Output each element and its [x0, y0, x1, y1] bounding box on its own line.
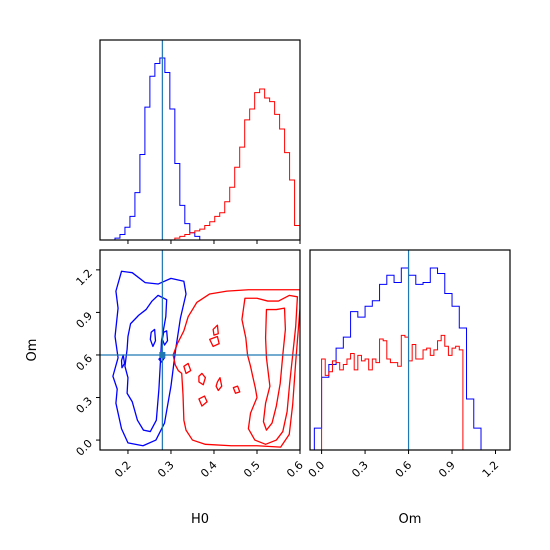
contour-line-4 — [161, 330, 169, 346]
contour-y-tick-label: 0.3 — [74, 394, 96, 416]
contour-line-8 — [241, 294, 299, 445]
histogram-om-panel: 0.0 0.3 0.6 0.9 1.2 Om — [306, 249, 511, 527]
contour-frame — [99, 249, 301, 451]
contour-y-tick-label: 0.6 — [74, 352, 96, 374]
contour-line-9 — [262, 307, 287, 431]
h0-axis-label: H0 — [191, 512, 209, 527]
contour-line-13 — [209, 335, 220, 348]
contour-lines — [112, 270, 300, 448]
contour-x-tick-label: 0.5 — [241, 459, 263, 481]
om-histogram-x-tick-label: 0.6 — [393, 459, 415, 481]
om-axis-label: Om — [399, 512, 422, 527]
om-histogram-x-tick-label: 0.0 — [306, 459, 328, 481]
contour-x-tick-label: 0.4 — [198, 459, 220, 481]
contour-line-12 — [198, 395, 208, 407]
contour-h0-om-panel: 0.2 0.3 0.4 0.5 0.6 0.0 0.3 0.6 0.9 1.2 H0 Om — [25, 249, 306, 527]
contour-line-5 — [120, 354, 126, 369]
om-histogram-x-tick-label: 0.9 — [436, 459, 458, 481]
truth-marker — [159, 351, 166, 358]
contour-x-tick-label: 0.6 — [284, 459, 306, 481]
contour-line-15 — [183, 362, 192, 375]
h0-histogram-series-1 — [100, 57, 300, 241]
om-histogram-x-tick-label: 1.2 — [480, 459, 502, 481]
contour-y-tick-label: 0.0 — [74, 437, 96, 459]
contour-line-2 — [124, 294, 168, 433]
contour-x-tick-label: 0.3 — [155, 459, 177, 481]
contour-y-tick-label: 0.9 — [74, 309, 96, 331]
contour-line-16 — [232, 385, 241, 394]
contour-line-3 — [149, 328, 157, 348]
om-histogram-x-tick-label: 0.3 — [349, 459, 371, 481]
om-histogram-frame — [309, 249, 511, 451]
om-histogram-series-2 — [321, 334, 467, 451]
contour-line-14 — [212, 324, 219, 336]
om-histogram-series-1 — [313, 267, 489, 451]
contour-line-1 — [112, 270, 187, 447]
histogram-h0-panel — [99, 39, 301, 244]
om-y-axis-label: Om — [25, 339, 40, 362]
contour-line-7 — [172, 289, 300, 448]
h0-histogram-frame — [99, 39, 301, 241]
contour-y-tick-label: 1.2 — [74, 267, 96, 289]
contour-line-11 — [215, 377, 223, 392]
contour-line-10 — [198, 372, 207, 386]
contour-x-tick-label: 0.2 — [112, 459, 134, 481]
